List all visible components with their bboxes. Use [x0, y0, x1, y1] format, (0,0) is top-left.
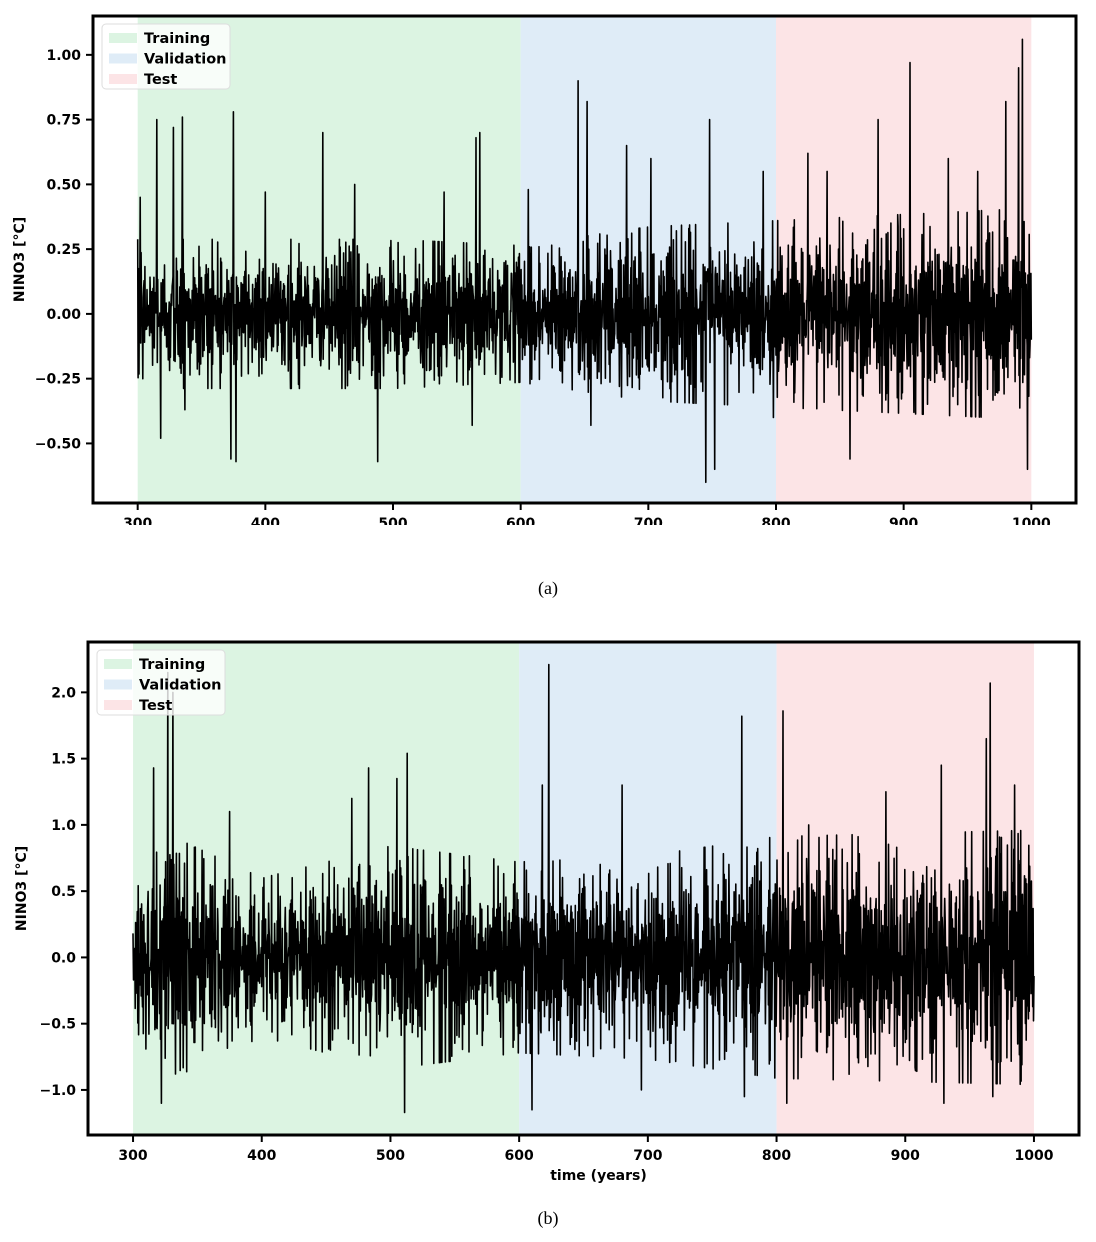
x-tick-label: 600 — [506, 516, 535, 525]
y-tick-label: −0.5 — [39, 1017, 76, 1033]
chart-a: 300 400 500 600 700 800 900 1000 −0.50 −0.25 0.00 0… — [12, 14, 1078, 525]
legend-swatch-test — [104, 700, 132, 710]
y-axis-title: NINO3 [°C] — [14, 846, 30, 931]
legend-swatch-validation — [104, 679, 132, 690]
x-tick-label: 600 — [505, 1148, 534, 1164]
legend-swatch-validation — [109, 53, 137, 64]
x-axis-title: time (years) — [550, 1168, 647, 1184]
series-line — [136, 38, 1033, 484]
y-tick-label: 0.75 — [46, 113, 81, 129]
legend-swatch-training — [109, 33, 137, 43]
caption-b: (b) — [537, 1208, 559, 1228]
region-validation — [519, 642, 777, 1135]
legend-label-validation: Validation — [139, 678, 222, 694]
x-tick-label: 700 — [633, 1148, 662, 1164]
x-tick-label: 1000 — [1012, 516, 1051, 525]
y-tick-label: −0.25 — [35, 372, 81, 388]
region-training — [137, 16, 521, 503]
y-tick-label: 0.25 — [46, 242, 81, 258]
x-tick-label: 800 — [761, 516, 790, 525]
y-tick-label: 1.0 — [51, 818, 76, 834]
x-tick-label: 900 — [891, 1148, 920, 1164]
legend-swatch-test — [109, 74, 137, 84]
y-tick-label: −1.0 — [39, 1083, 76, 1099]
legend-label-validation: Validation — [144, 52, 227, 68]
region-training — [133, 642, 520, 1135]
legend-label-training: Training — [144, 31, 210, 47]
legend-label-test: Test — [144, 72, 177, 88]
plot-frame — [86, 640, 1081, 1137]
x-tick-label: 500 — [378, 516, 407, 525]
x-tick-label: 900 — [889, 516, 918, 525]
x-tick-label: 800 — [762, 1148, 791, 1164]
x-tick-label: 400 — [247, 1148, 276, 1164]
legend-label-test: Test — [139, 698, 172, 714]
plot-frame — [91, 14, 1078, 505]
chart-b: 300 400 500 600 700 800 900 1000 −1.0 −0.5 0.0 0.5 1… — [14, 640, 1081, 1184]
y-tick-label: 0.5 — [51, 884, 76, 900]
y-axis-title: NINO3 [°C] — [12, 217, 28, 302]
x-tick-label: 400 — [251, 516, 280, 525]
legend-swatch-training — [104, 659, 132, 669]
caption-a: (a) — [538, 578, 558, 598]
x-tick-label: 300 — [123, 516, 152, 525]
y-tick-label: −0.50 — [35, 436, 82, 452]
y-tick-label: 0.0 — [51, 950, 76, 966]
x-tick-label: 300 — [118, 1148, 147, 1164]
y-tick-label: 1.00 — [46, 48, 81, 64]
y-tick-label: 1.5 — [51, 752, 76, 768]
y-tick-label: 2.0 — [51, 685, 76, 701]
x-tick-label: 500 — [376, 1148, 405, 1164]
legend: Training Validation Test — [101, 23, 231, 90]
y-tick-label: 0.00 — [46, 307, 81, 323]
series-line — [132, 663, 1035, 1114]
legend: Training Validation Test — [96, 649, 226, 716]
x-tick-label: 700 — [634, 516, 663, 525]
x-tick-label: 1000 — [1014, 1148, 1053, 1164]
y-tick-label: 0.50 — [46, 177, 81, 193]
legend-label-training: Training — [139, 657, 205, 673]
